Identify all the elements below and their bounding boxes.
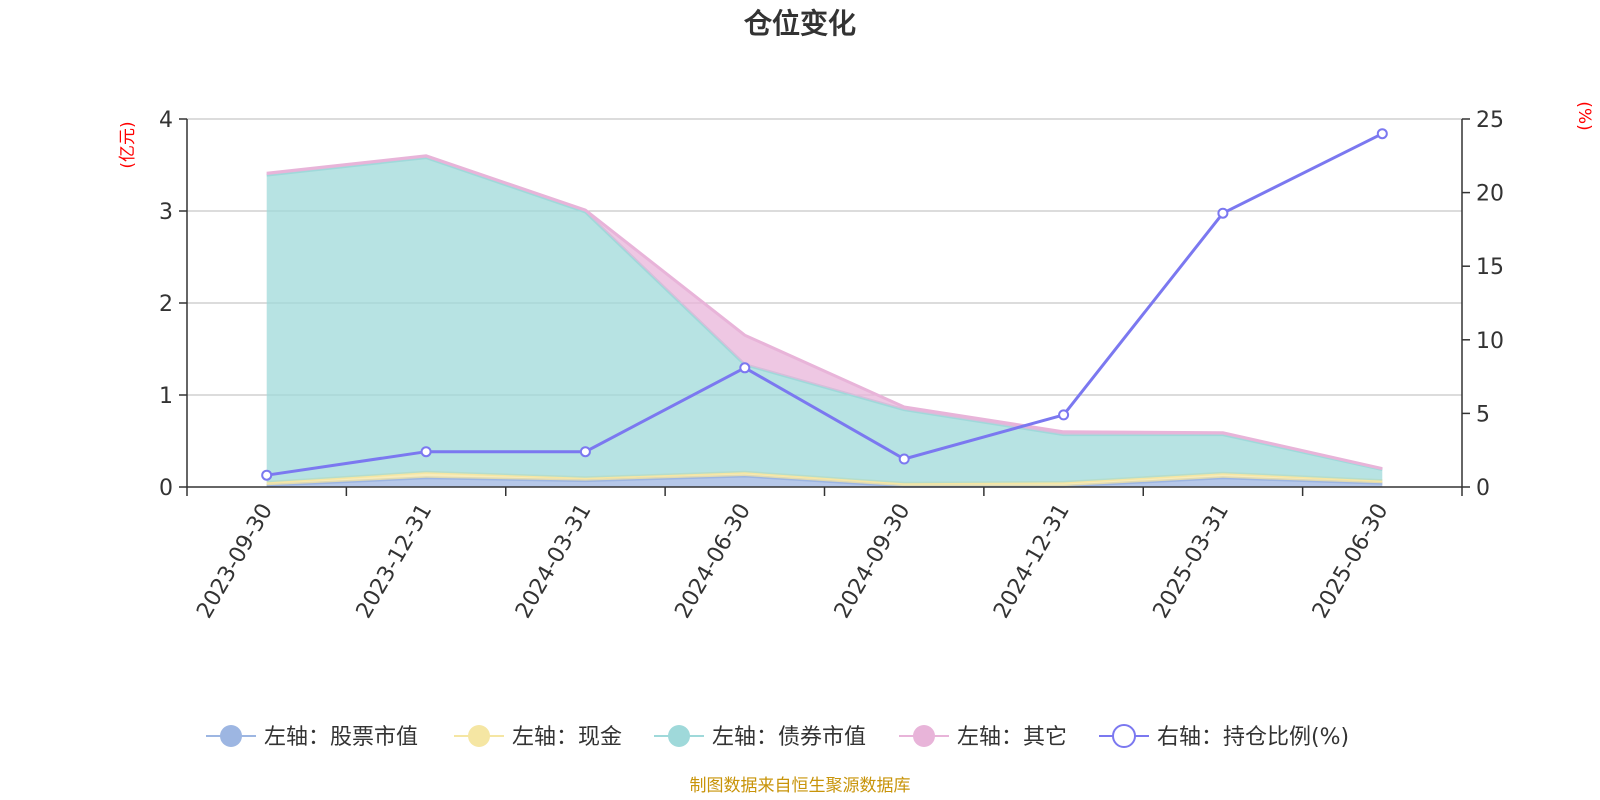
- ratio-point: [739, 362, 751, 374]
- x-tick-label: 2025-03-31: [1149, 500, 1235, 623]
- ratio-point: [579, 446, 591, 458]
- legend-marker: [668, 725, 690, 747]
- ratio-point: [1058, 409, 1070, 421]
- ratio-point: [898, 453, 910, 465]
- x-tick-label: 2025-06-30: [1308, 500, 1394, 623]
- left-tick-label: 4: [159, 108, 173, 133]
- x-tick-label: 2023-09-30: [192, 500, 278, 623]
- legend-label: 左轴：债券市值: [712, 725, 866, 750]
- area-edge-左轴：其它: [266, 154, 1383, 471]
- legend-label: 左轴：其它: [957, 725, 1067, 750]
- x-tick-label: 2024-03-31: [511, 500, 597, 623]
- x-tick-label: 2024-06-30: [670, 500, 756, 623]
- chart-title: 仓位变化: [744, 7, 856, 40]
- x-tick-label: 2023-12-31: [352, 500, 438, 623]
- ratio-point: [420, 446, 432, 458]
- right-tick-label: 25: [1476, 108, 1504, 133]
- ratio-point: [261, 469, 273, 481]
- legend-marker: [1112, 724, 1136, 748]
- left-tick-label: 1: [159, 384, 173, 409]
- legend-label: 右轴：持仓比例(%): [1157, 725, 1349, 750]
- legend-label: 左轴：股票市值: [264, 725, 418, 750]
- right-tick-label: 10: [1476, 329, 1504, 354]
- ratio-point: [1217, 207, 1229, 219]
- ratio-point: [1376, 128, 1388, 140]
- right-tick-label: 20: [1476, 182, 1504, 207]
- right-tick-label: 0: [1476, 476, 1490, 501]
- legend-label: 左轴：现金: [512, 725, 622, 750]
- x-tick-label: 2024-09-30: [830, 500, 916, 623]
- left-tick-label: 0: [159, 476, 173, 501]
- left-tick-label: 3: [159, 200, 173, 225]
- source-note: 制图数据来自恒生聚源数据库: [690, 776, 911, 796]
- left-tick-label: 2: [159, 292, 173, 317]
- area-左轴：债券市值: [266, 157, 1383, 484]
- legend-marker: [913, 725, 935, 747]
- ratio-line-group: [261, 128, 1388, 481]
- legend: 左轴：股票市值 左轴：现金 左轴：债券市值 左轴：其它 右轴：持仓比例(%): [206, 724, 1349, 750]
- right-tick-label: 5: [1476, 402, 1490, 427]
- right-tick-label: 15: [1476, 255, 1504, 280]
- left-axis-unit: (亿元): [118, 121, 138, 168]
- right-axis-unit: (%): [1574, 101, 1594, 130]
- legend-marker: [468, 725, 490, 747]
- x-tick-label: 2024-12-31: [989, 500, 1075, 623]
- legend-marker: [220, 725, 242, 747]
- ratio-line: [266, 132, 1383, 477]
- stacked-areas: [266, 154, 1383, 488]
